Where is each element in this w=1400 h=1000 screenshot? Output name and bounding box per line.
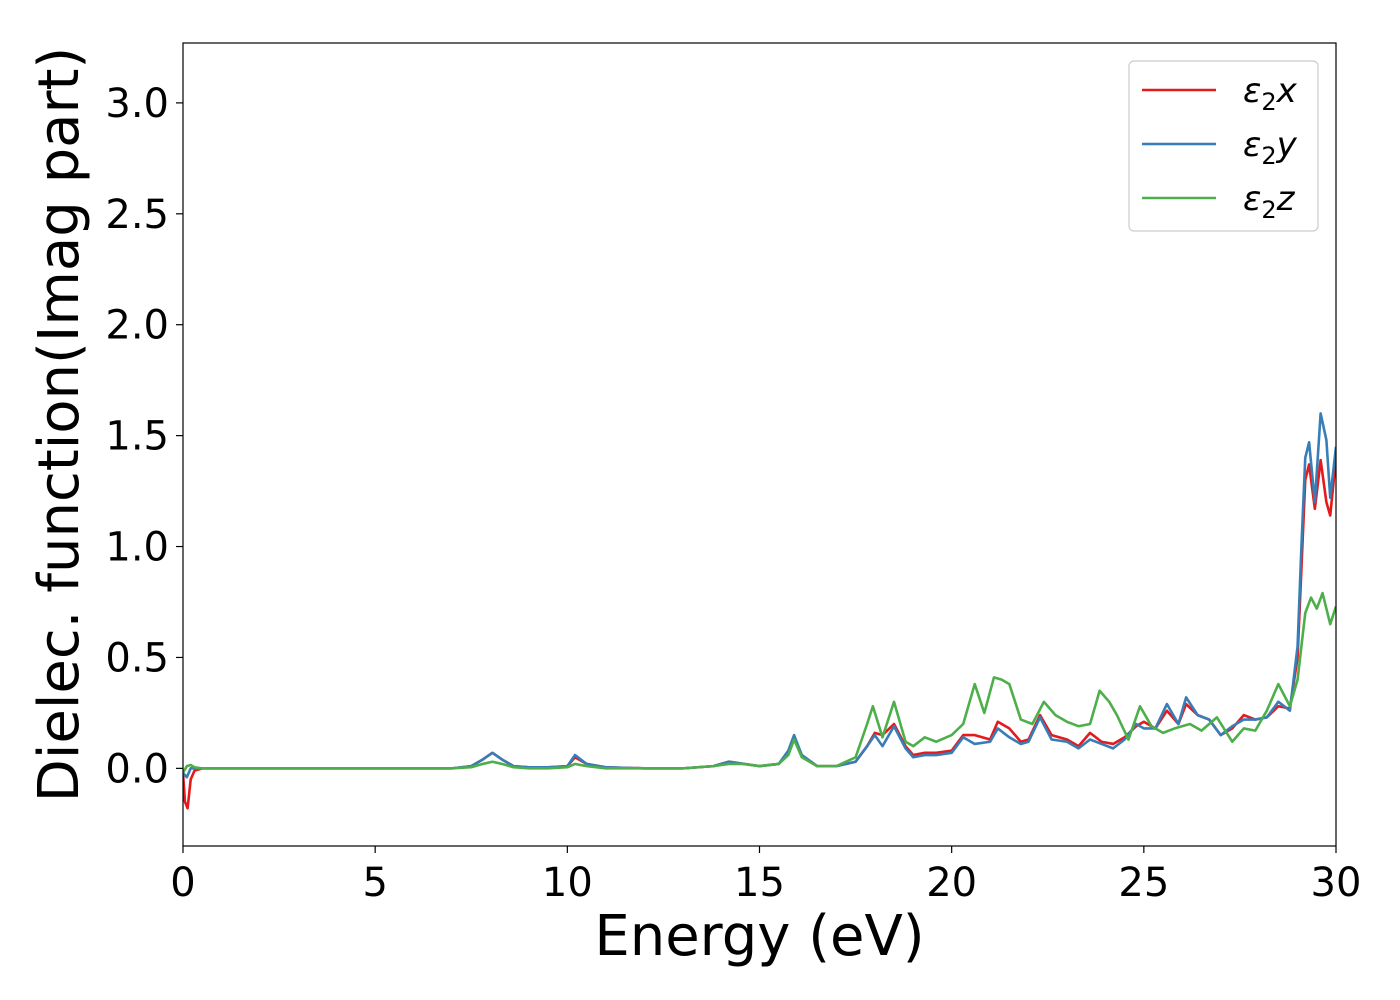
y-tick-label: 1.0	[105, 525, 169, 571]
legend-item-y: ε2y	[1142, 125, 1298, 170]
legend-label: ε2z	[1243, 179, 1296, 224]
legend: ε2x ε2y ε2z	[1128, 60, 1319, 232]
x-tick-label: 20	[926, 860, 977, 906]
x-tick-label: 0	[170, 860, 195, 906]
legend-box	[1128, 60, 1319, 232]
y-tick-label: 2.5	[105, 192, 169, 238]
legend-item-x: ε2x	[1142, 71, 1298, 116]
y-tick-label: 2.0	[105, 303, 169, 349]
legend-item-z: ε2z	[1142, 179, 1296, 224]
y-tick-label: 1.5	[105, 414, 169, 460]
y-axis: 0.0 0.5 1.0 1.5 2.0 2.5 3.0	[105, 81, 183, 792]
legend-label: ε2x	[1243, 71, 1298, 116]
y-tick-label: 0.5	[105, 635, 169, 681]
x-tick-label: 30	[1311, 860, 1362, 906]
x-tick-label: 25	[1118, 860, 1169, 906]
y-axis-title: Dielec. function(Imag part)	[27, 47, 92, 803]
x-axis-title: Energy (eV)	[594, 904, 924, 969]
y-tick-label: 3.0	[105, 81, 169, 127]
series-layer	[183, 412, 1336, 810]
x-tick-label: 5	[362, 860, 387, 906]
y-tick-label: 0.0	[105, 746, 169, 792]
x-tick-label: 15	[734, 860, 785, 906]
x-tick-label: 10	[542, 860, 593, 906]
legend-label: ε2y	[1243, 125, 1298, 170]
series-line-z	[183, 591, 1336, 774]
x-axis: 0 5 10 15 20 25 30	[170, 846, 1361, 906]
